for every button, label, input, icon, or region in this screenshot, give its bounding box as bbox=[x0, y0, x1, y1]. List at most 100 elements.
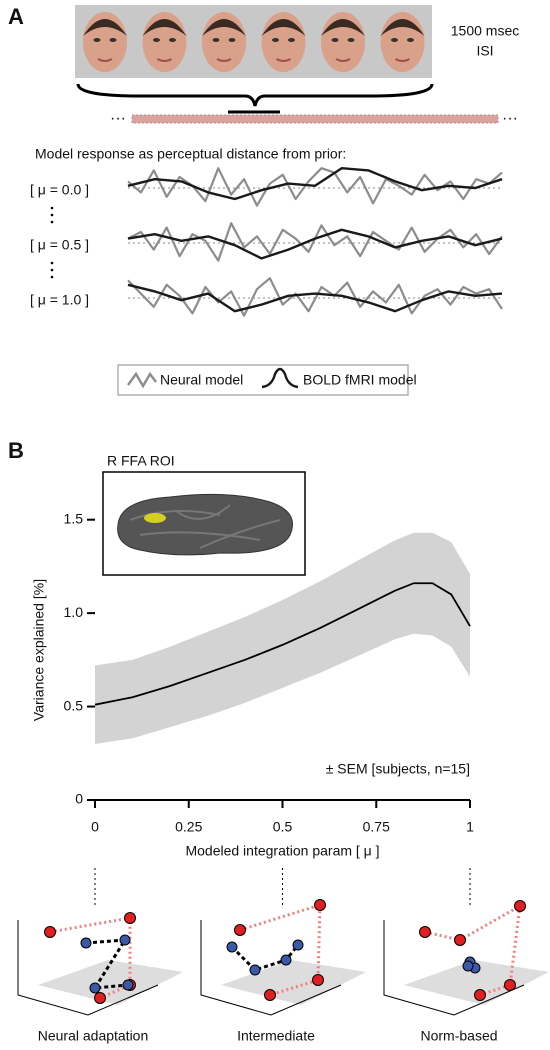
mouth bbox=[276, 58, 291, 62]
link-red bbox=[424, 903, 522, 997]
point-red bbox=[474, 989, 486, 1001]
x-axis-label: Modeled integration param [ μ ] bbox=[185, 843, 379, 859]
diagrams: Neural adaptation Intermediate Norm-based bbox=[17, 899, 549, 1044]
hair bbox=[83, 19, 127, 36]
panel-label: A bbox=[8, 4, 24, 29]
eye bbox=[288, 38, 295, 42]
brain-sulci bbox=[129, 504, 281, 549]
axes3d bbox=[383, 920, 525, 1016]
hair bbox=[380, 19, 425, 36]
eye bbox=[93, 38, 101, 42]
point-red bbox=[314, 899, 326, 911]
point-red bbox=[514, 900, 526, 912]
legend bbox=[117, 364, 409, 396]
eye bbox=[331, 38, 339, 42]
row-label: [ μ = 0.5 ] bbox=[30, 237, 89, 253]
faces bbox=[83, 12, 425, 72]
y-axis-label: Variance explained [%] bbox=[31, 579, 47, 721]
roi bbox=[144, 513, 166, 523]
y-tick-label: 0 bbox=[75, 791, 83, 807]
legend-label: BOLD fMRI model bbox=[303, 372, 417, 388]
point-red bbox=[454, 934, 466, 946]
ellipsis: ··· bbox=[502, 110, 518, 127]
link-blue bbox=[230, 944, 300, 972]
x-tick-label: 0.75 bbox=[363, 819, 390, 835]
floor bbox=[38, 960, 183, 1005]
axes3d bbox=[200, 920, 342, 1016]
legend-icon bbox=[261, 367, 299, 389]
eye bbox=[212, 38, 220, 42]
bold-trace bbox=[127, 166, 503, 201]
point-red bbox=[504, 979, 516, 991]
link-red bbox=[49, 916, 132, 1000]
isi-label: ISI bbox=[476, 43, 493, 59]
eye bbox=[272, 38, 279, 42]
diagram-label: Neural adaptation bbox=[38, 1028, 149, 1044]
sem-band bbox=[95, 532, 470, 744]
x-tick-label: 0.25 bbox=[175, 819, 202, 835]
point-blue bbox=[462, 960, 474, 972]
point-blue bbox=[80, 937, 92, 949]
mouth bbox=[216, 58, 232, 62]
point-blue bbox=[249, 964, 261, 976]
point-red bbox=[312, 974, 324, 986]
x-tick-label: 1 bbox=[466, 819, 474, 835]
point-red bbox=[419, 926, 431, 938]
hair bbox=[142, 19, 187, 36]
eye bbox=[391, 38, 398, 42]
mouth bbox=[335, 58, 351, 62]
point-red bbox=[264, 989, 276, 1001]
stimulus-sequence bbox=[131, 114, 499, 124]
face-strip bbox=[75, 5, 432, 78]
neural-trace bbox=[127, 222, 503, 262]
bold-trace bbox=[127, 283, 503, 313]
hair bbox=[321, 19, 365, 36]
row-label: [ μ = 0.0 ] bbox=[30, 182, 89, 198]
vdots bbox=[50, 268, 54, 272]
point-red bbox=[44, 926, 56, 938]
point-red bbox=[124, 912, 136, 924]
point-blue bbox=[226, 941, 238, 953]
vdots bbox=[50, 220, 54, 224]
y-tick-label: 0.5 bbox=[64, 697, 84, 713]
legend-label: Neural model bbox=[160, 372, 243, 388]
eye bbox=[109, 38, 117, 42]
bold-trace bbox=[127, 228, 503, 260]
neural-trace bbox=[127, 277, 503, 317]
y-tick-label: 1.0 bbox=[64, 604, 84, 620]
y-tick-label: 1.5 bbox=[64, 510, 84, 526]
ellipsis: ··· bbox=[110, 110, 126, 127]
row-label: [ μ = 1.0 ] bbox=[30, 292, 89, 308]
vdots bbox=[50, 206, 54, 210]
eye bbox=[228, 38, 236, 42]
isi-label: 1500 msec bbox=[451, 23, 519, 39]
floor bbox=[221, 960, 366, 1005]
mean-line bbox=[94, 582, 471, 706]
diagram-label: Norm-based bbox=[420, 1028, 497, 1044]
link-red bbox=[239, 902, 322, 997]
legend-icon bbox=[127, 371, 157, 389]
eye bbox=[407, 38, 414, 42]
point-blue bbox=[122, 979, 134, 991]
axes3d bbox=[17, 920, 159, 1016]
x-tick-label: 0 bbox=[91, 819, 99, 835]
link-blue bbox=[85, 938, 129, 990]
sem-note: ± SEM [subjects, n=15] bbox=[326, 761, 470, 777]
hair bbox=[202, 19, 246, 36]
mouth bbox=[97, 58, 113, 62]
brace bbox=[76, 83, 434, 107]
trace-title: Model response as perceptual distance fr… bbox=[35, 146, 346, 162]
inset-title: R FFA ROI bbox=[107, 453, 175, 469]
point-red bbox=[234, 924, 246, 936]
eye bbox=[169, 38, 176, 42]
point-blue bbox=[292, 939, 304, 951]
point-blue bbox=[119, 934, 131, 946]
panel-label: B bbox=[8, 438, 24, 463]
vdots bbox=[50, 275, 54, 279]
mouth bbox=[157, 58, 172, 62]
point-blue bbox=[280, 954, 292, 966]
brain bbox=[117, 493, 293, 556]
vdots bbox=[50, 261, 54, 265]
x-tick-label: 0.5 bbox=[273, 819, 293, 835]
